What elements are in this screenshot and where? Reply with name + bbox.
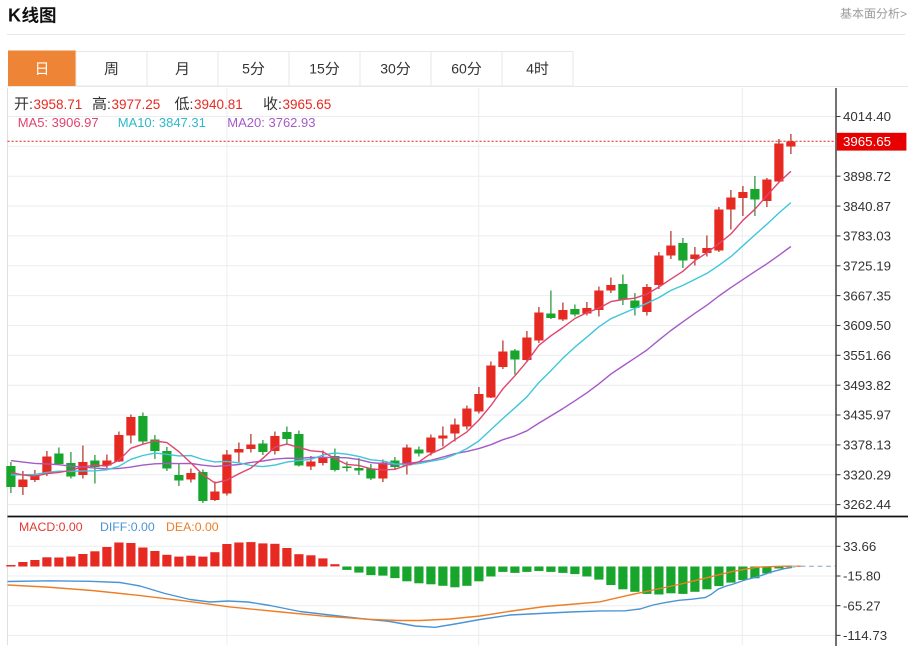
svg-text:15: 15 bbox=[309, 61, 325, 77]
svg-text:4: 4 bbox=[526, 61, 534, 77]
svg-text:3783.03: 3783.03 bbox=[843, 229, 891, 244]
svg-text:3609.50: 3609.50 bbox=[843, 318, 891, 333]
svg-text:60: 60 bbox=[451, 61, 467, 77]
svg-text:3898.72: 3898.72 bbox=[843, 169, 891, 184]
svg-text:4014.40: 4014.40 bbox=[843, 109, 891, 124]
svg-text:3493.82: 3493.82 bbox=[843, 378, 891, 393]
svg-text::: : bbox=[29, 96, 33, 112]
svg-text:3958.71: 3958.71 bbox=[34, 97, 83, 112]
svg-text:DIFF:0.00: DIFF:0.00 bbox=[100, 520, 155, 534]
svg-text:5: 5 bbox=[242, 61, 250, 77]
svg-text:3667.35: 3667.35 bbox=[843, 288, 891, 303]
svg-text:3965.65: 3965.65 bbox=[843, 134, 891, 149]
svg-text:3551.66: 3551.66 bbox=[843, 348, 891, 363]
svg-text::: : bbox=[190, 96, 194, 112]
svg-text:MACD:0.00: MACD:0.00 bbox=[19, 520, 83, 534]
svg-text:30: 30 bbox=[380, 61, 396, 77]
svg-text::: : bbox=[278, 96, 282, 112]
svg-text:3977.25: 3977.25 bbox=[112, 97, 161, 112]
svg-text:3262.44: 3262.44 bbox=[843, 497, 891, 512]
svg-text::: : bbox=[107, 96, 111, 112]
svg-text:DEA:0.00: DEA:0.00 bbox=[166, 520, 219, 534]
svg-text:MA10: 3847.31: MA10: 3847.31 bbox=[118, 115, 206, 130]
svg-text:3725.19: 3725.19 bbox=[843, 258, 891, 273]
svg-text:33.66: 33.66 bbox=[843, 539, 876, 554]
svg-text:3435.97: 3435.97 bbox=[843, 408, 891, 423]
svg-text:3965.65: 3965.65 bbox=[283, 97, 332, 112]
svg-text:MA5: 3906.97: MA5: 3906.97 bbox=[18, 115, 99, 130]
svg-text:3320.29: 3320.29 bbox=[843, 467, 891, 482]
svg-text:MA20: 3762.93: MA20: 3762.93 bbox=[227, 115, 315, 130]
svg-text:3840.87: 3840.87 bbox=[843, 199, 891, 214]
svg-text:K: K bbox=[8, 6, 21, 26]
svg-text:3940.81: 3940.81 bbox=[194, 97, 243, 112]
svg-text:>: > bbox=[900, 7, 907, 21]
svg-text:-65.27: -65.27 bbox=[843, 598, 881, 613]
svg-text:3378.13: 3378.13 bbox=[843, 438, 891, 453]
svg-text:-114.73: -114.73 bbox=[843, 628, 887, 643]
svg-text:-15.80: -15.80 bbox=[843, 569, 881, 584]
